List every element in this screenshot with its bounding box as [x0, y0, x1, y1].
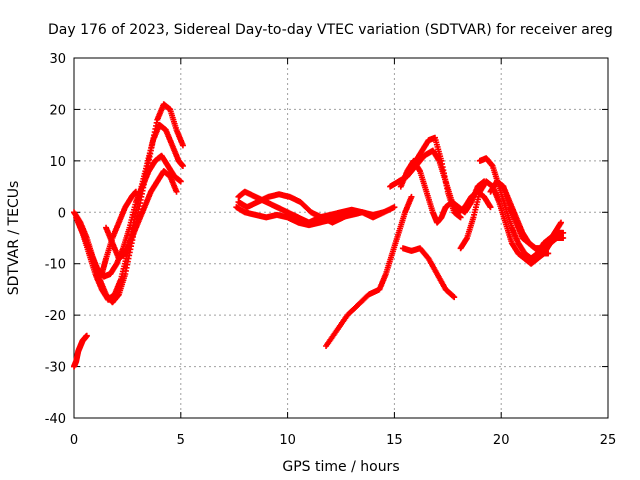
data-point: [408, 193, 415, 200]
data-point: [179, 163, 186, 169]
y-axis-label: SDTVAR / TECUs: [6, 181, 22, 296]
x-tick-label: 10: [279, 433, 296, 448]
x-tick-label: 5: [177, 433, 185, 448]
data-point: [451, 294, 458, 301]
chart-title: Day 176 of 2023, Sidereal Day-to-day VTE…: [48, 22, 613, 38]
y-tick-label: -30: [45, 361, 66, 376]
series-arc-4: [103, 168, 180, 262]
series-arc-6: [71, 332, 90, 370]
data-point: [558, 219, 565, 226]
data-point: [560, 235, 567, 241]
data-point: [545, 250, 552, 257]
y-tick-label: -40: [45, 412, 66, 427]
series-arc-12: [397, 157, 488, 226]
series-arc-9: [235, 191, 357, 226]
x-tick-label: 0: [70, 433, 78, 448]
x-tick-label: 15: [386, 433, 403, 448]
data-point: [83, 332, 90, 339]
data-point: [132, 188, 139, 195]
y-tick-label: 10: [49, 155, 66, 170]
data-point: [560, 229, 567, 236]
y-tick-label: 20: [49, 103, 66, 118]
x-tick-label: 20: [493, 433, 510, 448]
series-arc-10: [323, 193, 415, 349]
data-point: [173, 188, 180, 195]
y-tick-label: -10: [45, 258, 66, 273]
series-arc-13: [412, 134, 464, 221]
series-arc-5: [94, 188, 139, 283]
plot-frame: [73, 57, 609, 419]
data-series: [71, 101, 567, 370]
y-tick-label: -20: [45, 309, 66, 324]
series-arc-18: [487, 178, 552, 257]
x-tick-label: 25: [600, 433, 617, 448]
series-arc-14: [399, 245, 458, 301]
data-point: [487, 204, 494, 211]
data-point: [350, 209, 357, 216]
data-point: [380, 209, 387, 216]
y-tick-label: 30: [49, 52, 66, 67]
data-point: [177, 178, 184, 185]
series-arc-7: [235, 188, 398, 226]
data-point: [457, 214, 464, 221]
series-arc-15: [457, 178, 567, 267]
x-axis-label: GPS time / hours: [282, 459, 399, 475]
axis-ticks: 0 5 10 15 20 25 -40 -30 -20 -10 0 10 20 30: [45, 52, 617, 448]
data-point: [391, 204, 398, 211]
data-point: [179, 142, 186, 149]
y-tick-label: 0: [58, 206, 66, 221]
